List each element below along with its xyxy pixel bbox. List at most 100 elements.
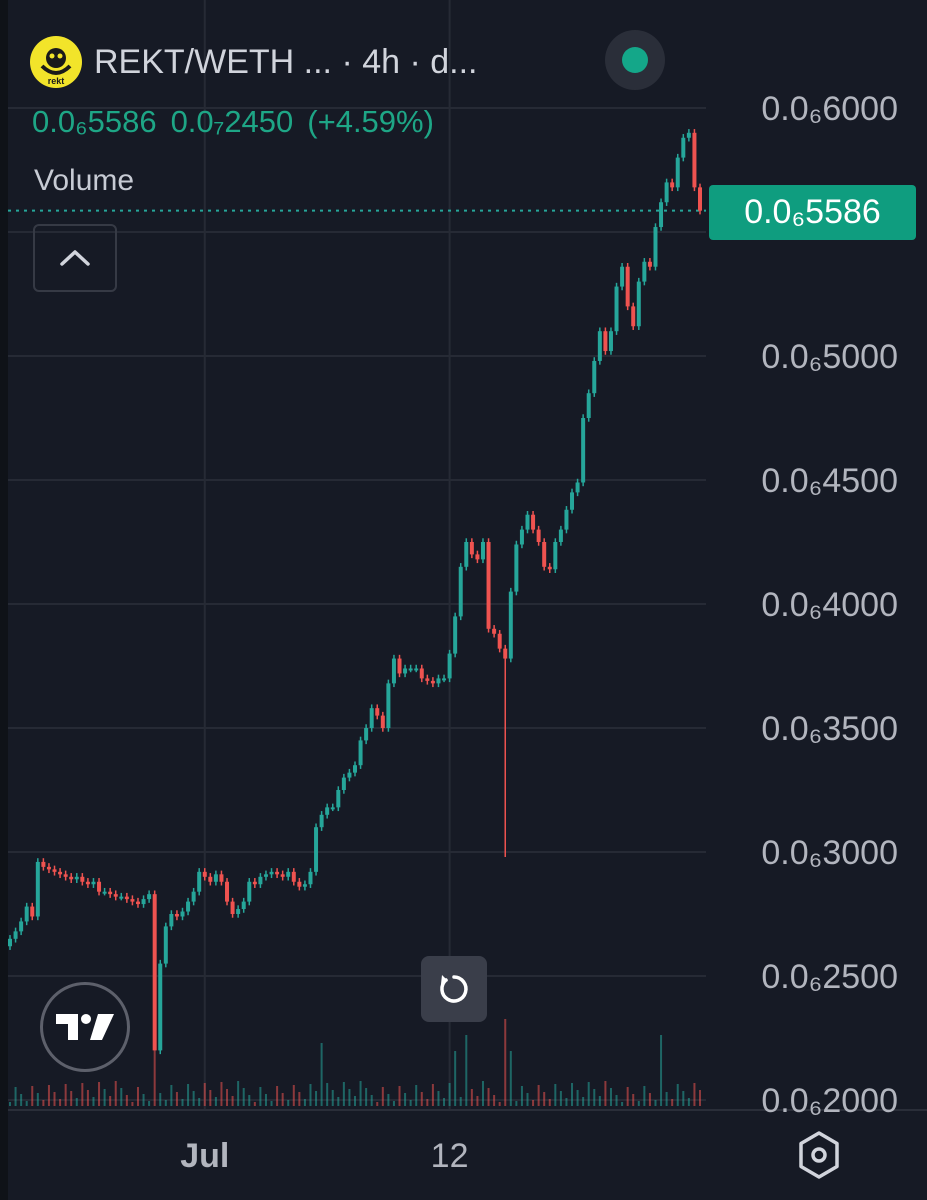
volume-bar [64, 1084, 67, 1106]
candle [664, 178, 669, 206]
candle [225, 878, 230, 906]
chart-settings-button[interactable] [796, 1130, 842, 1180]
volume-bar [693, 1083, 696, 1106]
volume-bar [237, 1081, 240, 1106]
candle-body [19, 921, 24, 932]
volume-bar [370, 1095, 373, 1106]
candle-body [364, 728, 369, 741]
volume-bar [548, 1099, 551, 1106]
candle-body [419, 668, 424, 679]
candle [492, 625, 497, 638]
candle-body [358, 740, 363, 766]
candle-body [219, 874, 224, 882]
candle [169, 910, 174, 931]
candle [531, 511, 536, 534]
candle [280, 870, 285, 881]
volume-bar [654, 1100, 657, 1106]
candle [570, 488, 575, 514]
candle [219, 870, 224, 886]
candle-body [525, 514, 530, 530]
candle [336, 786, 341, 812]
candle-body [308, 871, 313, 885]
chart-header[interactable]: rekt REKT/WETH ... · 4h · d... [30, 36, 478, 88]
candle-body [586, 393, 591, 418]
candle [241, 897, 246, 913]
candle [608, 327, 613, 355]
candle [63, 870, 68, 881]
volume-bar [632, 1094, 635, 1106]
reset-chart-button[interactable] [421, 956, 487, 1022]
price-tick-label: 0.0₆4500 [761, 462, 898, 500]
candle-body [353, 765, 357, 773]
candle-body [620, 266, 625, 287]
gear-icon [799, 1131, 839, 1179]
volume-bar [554, 1084, 557, 1106]
volume-bar [14, 1087, 17, 1106]
candle [364, 724, 369, 745]
volume-bar [276, 1086, 279, 1106]
market-status-button[interactable] [605, 30, 665, 90]
volume-bar [98, 1082, 101, 1106]
current-price-value: 0.0₆5586 [32, 104, 157, 139]
candle-body [386, 683, 391, 728]
candle [469, 538, 474, 559]
candle-body [380, 715, 385, 728]
candle-body [130, 899, 135, 902]
candle [547, 563, 552, 573]
candle [308, 868, 313, 888]
volume-bar [615, 1095, 618, 1106]
volume-bar [214, 1097, 217, 1106]
volume-bar [59, 1099, 62, 1106]
time-tick-label: 12 [431, 1137, 469, 1175]
volume-bar [515, 1101, 518, 1106]
volume-bar [543, 1092, 546, 1106]
candle-body [486, 542, 491, 629]
candle-body [258, 876, 263, 885]
volume-bar [682, 1091, 685, 1106]
volume-bar [392, 1101, 395, 1106]
candle-body [514, 544, 519, 592]
price-tick-label: 0.0₆4000 [761, 586, 898, 624]
candle-body [542, 542, 547, 567]
volume-bar [348, 1089, 351, 1106]
candle-body [69, 876, 74, 880]
volume-bar [331, 1090, 334, 1106]
volume-bar [387, 1094, 390, 1106]
candle [480, 538, 485, 564]
candle-body [336, 790, 341, 808]
candle-body [269, 871, 274, 875]
candle-body [508, 591, 513, 659]
candle [642, 258, 647, 286]
price-tick-label: 0.0₆2500 [761, 958, 898, 996]
candle-body [647, 261, 652, 267]
candle [85, 878, 90, 888]
volume-indicator-label[interactable]: Volume [34, 164, 135, 197]
candle [69, 873, 74, 883]
candle [325, 803, 330, 819]
candle-body [625, 266, 630, 307]
volume-bar [470, 1089, 473, 1106]
collapse-legend-button[interactable] [33, 224, 117, 292]
candle [35, 858, 40, 921]
symbol-title[interactable]: REKT/WETH ... · 4h · d... [94, 42, 478, 81]
candle-body [686, 132, 691, 138]
candle [91, 878, 96, 888]
reset-icon [440, 975, 468, 1003]
candle [686, 129, 691, 142]
candle-body [58, 871, 63, 875]
candle [458, 563, 463, 621]
volume-bar [81, 1083, 84, 1106]
candle [353, 761, 357, 777]
price-tick-label: 0.0₆5000 [761, 338, 898, 376]
candle [119, 892, 124, 901]
candle-body [102, 891, 107, 894]
tradingview-logo-button[interactable] [40, 982, 130, 1072]
candle [497, 630, 502, 653]
chevron-up-icon [60, 250, 90, 266]
candle [275, 868, 280, 879]
volume-bar [532, 1100, 535, 1106]
volume-bar [621, 1102, 624, 1106]
candle [553, 538, 558, 573]
candle-body [46, 866, 51, 870]
